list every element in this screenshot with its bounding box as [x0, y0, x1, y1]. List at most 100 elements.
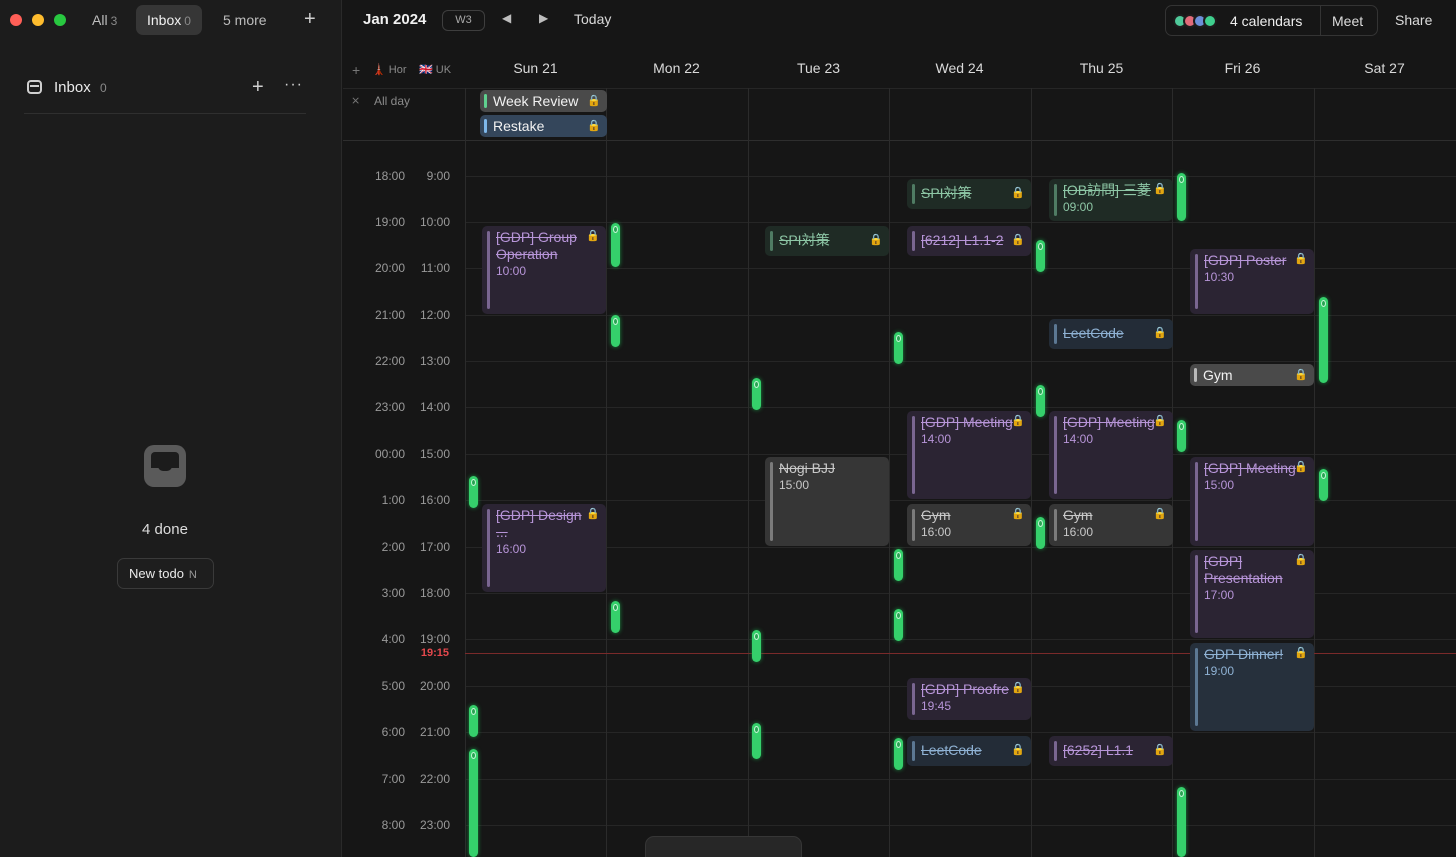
- allday-event[interactable]: Week Review 🔒: [480, 90, 607, 112]
- activity-pill[interactable]: [1319, 469, 1328, 501]
- calendar-event[interactable]: [6252] L1.1 🔒: [1049, 736, 1173, 766]
- activity-pill[interactable]: [469, 749, 478, 857]
- activity-pill[interactable]: [894, 332, 903, 364]
- divider: [1320, 6, 1321, 35]
- divider: [748, 88, 749, 857]
- zoom-window-button[interactable]: [54, 14, 66, 26]
- activity-pill[interactable]: [611, 315, 620, 347]
- calendars-button[interactable]: 4 calendars: [1230, 13, 1303, 29]
- calendar-event[interactable]: GDP Dinner! 19:00 🔒: [1190, 643, 1314, 731]
- tab-count: 3: [110, 14, 118, 28]
- activity-pill[interactable]: [1177, 787, 1186, 857]
- meet-button[interactable]: Meet: [1332, 13, 1364, 29]
- minimize-window-button[interactable]: [32, 14, 44, 26]
- share-button[interactable]: Share: [1395, 12, 1433, 28]
- event-time: 10:00: [496, 264, 527, 278]
- event-title: GDP Dinner!: [1204, 646, 1284, 662]
- calendar-event[interactable]: [OB訪問] 三菱 09:00 🔒: [1049, 179, 1173, 221]
- day-header-fri[interactable]: Fri 26: [1224, 60, 1261, 76]
- calendar-event[interactable]: [GDP] Meeting 15:00 🔒: [1190, 457, 1314, 546]
- tab-more[interactable]: 5 more: [212, 5, 278, 35]
- activity-pill[interactable]: [611, 601, 620, 633]
- divider: [343, 88, 1456, 89]
- new-todo-button[interactable]: New todo N: [117, 558, 214, 589]
- calendar-event[interactable]: [6212] L1.1-2 🔒: [907, 226, 1031, 256]
- activity-pill[interactable]: [469, 476, 478, 508]
- calendar-event[interactable]: [GDP] Group Operation 10:00 🔒: [482, 226, 606, 314]
- activity-pill[interactable]: [894, 738, 903, 770]
- activity-pill[interactable]: [1177, 420, 1186, 452]
- hour-gridline: [465, 593, 1456, 594]
- next-week-button[interactable]: ▶: [539, 11, 549, 25]
- calendar-event[interactable]: SPI対策 🔒: [765, 226, 889, 256]
- previous-week-button[interactable]: ◀: [502, 11, 512, 25]
- floating-toolbar[interactable]: [645, 836, 802, 857]
- calendar-event[interactable]: [GDP] Proofre 19:45 🔒: [907, 678, 1031, 720]
- timezone-label[interactable]: 🇬🇧 UK: [419, 64, 452, 76]
- divider: [606, 88, 607, 857]
- activity-pill[interactable]: [894, 549, 903, 581]
- event-color-bar: [770, 462, 773, 541]
- event-time: 16:00: [921, 525, 952, 539]
- day-header-sun[interactable]: Sun 21: [513, 60, 558, 76]
- activity-pill[interactable]: [611, 223, 620, 267]
- hour-gridline: [465, 779, 1456, 780]
- activity-pill[interactable]: [1177, 173, 1186, 221]
- day-header-wed[interactable]: Wed 24: [935, 60, 984, 76]
- event-title: [GDP] Meeting: [921, 414, 1013, 430]
- calendar-event[interactable]: [GDP] Presentation 17:00 🔒: [1190, 550, 1314, 638]
- hour-gridline: [465, 639, 1456, 640]
- activity-pill[interactable]: [752, 630, 761, 662]
- calendar-event[interactable]: LeetCode 🔒: [1049, 319, 1173, 349]
- calendar-event[interactable]: SPI対策 🔒: [907, 179, 1031, 209]
- event-color-bar: [912, 416, 915, 494]
- time-label-tz2: 9:00: [426, 169, 450, 183]
- activity-pill[interactable]: [1036, 385, 1045, 417]
- activity-pill[interactable]: [752, 378, 761, 410]
- collapse-icon[interactable]: ⨯: [351, 95, 361, 107]
- activity-pill[interactable]: [469, 705, 478, 737]
- calendar-event[interactable]: LeetCode 🔒: [907, 736, 1031, 766]
- event-color-bar: [1194, 368, 1197, 382]
- activity-pill[interactable]: [1036, 240, 1045, 272]
- calendar-event[interactable]: [GDP] Meeting 14:00 🔒: [907, 411, 1031, 499]
- time-label-tz2: 12:00: [419, 308, 450, 322]
- tab-inbox[interactable]: Inbox 0: [136, 5, 202, 35]
- calendar-controls: 4 calendars Meet: [1165, 5, 1378, 36]
- activity-pill[interactable]: [1319, 297, 1328, 383]
- time-label-tz1: 18:00: [374, 169, 405, 183]
- lock-icon: 🔒: [586, 230, 600, 242]
- day-header-tue[interactable]: Tue 23: [796, 60, 841, 76]
- close-window-button[interactable]: [10, 14, 22, 26]
- add-tab-button[interactable]: +: [304, 8, 316, 30]
- time-label-tz1: 20:00: [374, 261, 405, 275]
- calendar-event[interactable]: Nogi BJJ 15:00: [765, 457, 889, 546]
- activity-pill[interactable]: [752, 723, 761, 759]
- allday-event[interactable]: Restake 🔒: [480, 115, 607, 137]
- hour-gridline: [465, 407, 1456, 408]
- add-timezone-button[interactable]: +: [352, 62, 361, 78]
- hour-gridline: [465, 361, 1456, 362]
- calendar-event[interactable]: [GDP] Design ... 16:00 🔒: [482, 504, 606, 592]
- timezone-label[interactable]: 🗼 Hor: [372, 64, 407, 76]
- calendar-event[interactable]: Gym 16:00 🔒: [907, 504, 1031, 546]
- tab-all[interactable]: All 3: [81, 5, 128, 35]
- event-time: 14:00: [1063, 432, 1094, 446]
- activity-pill[interactable]: [894, 609, 903, 641]
- add-todo-icon[interactable]: +: [252, 76, 264, 98]
- calendar-event[interactable]: [GDP] Poster 10:30 🔒: [1190, 249, 1314, 314]
- tab-label: All: [92, 12, 108, 28]
- calendar-event[interactable]: [GDP] Meeting 14:00 🔒: [1049, 411, 1173, 499]
- event-color-bar: [912, 509, 915, 541]
- day-header-thu[interactable]: Thu 25: [1079, 60, 1124, 76]
- day-header-sat[interactable]: Sat 27: [1364, 60, 1405, 76]
- lock-icon: 🔒: [1011, 744, 1025, 756]
- more-options-icon[interactable]: ···: [284, 76, 303, 93]
- day-header-mon[interactable]: Mon 22: [653, 60, 700, 76]
- activity-pill[interactable]: [1036, 517, 1045, 549]
- lock-icon: 🔒: [1153, 415, 1167, 427]
- calendar-event[interactable]: Gym 🔒: [1190, 364, 1314, 386]
- inbox-icon: [27, 80, 42, 94]
- calendar-event[interactable]: Gym 16:00 🔒: [1049, 504, 1173, 546]
- today-button[interactable]: Today: [574, 11, 612, 27]
